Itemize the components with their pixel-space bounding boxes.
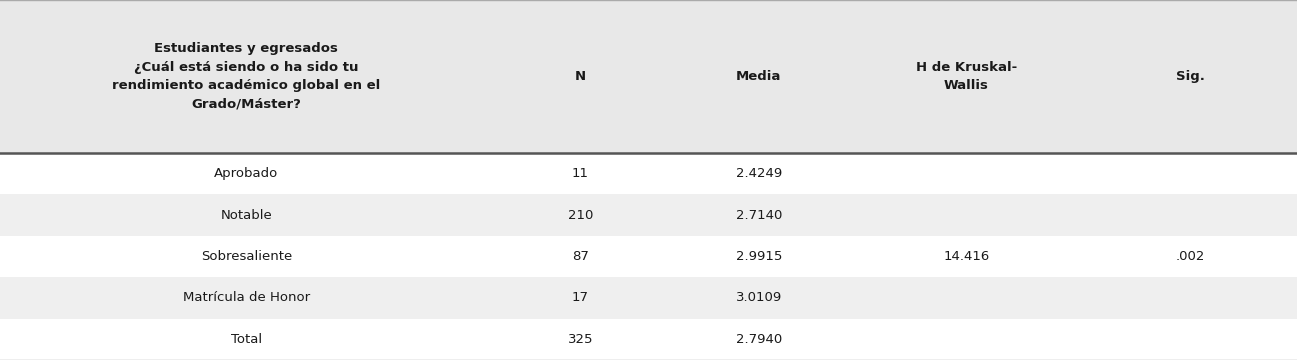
- Text: N: N: [575, 70, 586, 83]
- Bar: [0, 153, 1297, 194]
- Bar: [0, 277, 1297, 319]
- Text: .002: .002: [1175, 250, 1205, 263]
- Bar: [0, 0, 1297, 153]
- Text: Estudiantes y egresados
¿Cuál está siendo o ha sido tu
rendimiento académico glo: Estudiantes y egresados ¿Cuál está siend…: [113, 42, 380, 111]
- Text: Total: Total: [231, 333, 262, 346]
- Text: 2.4249: 2.4249: [735, 167, 782, 180]
- Bar: [0, 194, 1297, 236]
- Text: 17: 17: [572, 291, 589, 305]
- Text: H de Kruskal-
Wallis: H de Kruskal- Wallis: [916, 61, 1017, 92]
- Text: Sobresaliente: Sobresaliente: [201, 250, 292, 263]
- Text: Notable: Notable: [220, 208, 272, 222]
- Text: Aprobado: Aprobado: [214, 167, 279, 180]
- Text: Sig.: Sig.: [1175, 70, 1205, 83]
- Text: 210: 210: [568, 208, 593, 222]
- Bar: [0, 236, 1297, 277]
- Text: 2.7940: 2.7940: [735, 333, 782, 346]
- Bar: [0, 319, 1297, 360]
- Text: 3.0109: 3.0109: [735, 291, 782, 305]
- Text: 325: 325: [568, 333, 593, 346]
- Text: 2.9915: 2.9915: [735, 250, 782, 263]
- Text: 11: 11: [572, 167, 589, 180]
- Text: 2.7140: 2.7140: [735, 208, 782, 222]
- Text: Media: Media: [737, 70, 781, 83]
- Text: 14.416: 14.416: [943, 250, 990, 263]
- Text: 87: 87: [572, 250, 589, 263]
- Text: Matrícula de Honor: Matrícula de Honor: [183, 291, 310, 305]
